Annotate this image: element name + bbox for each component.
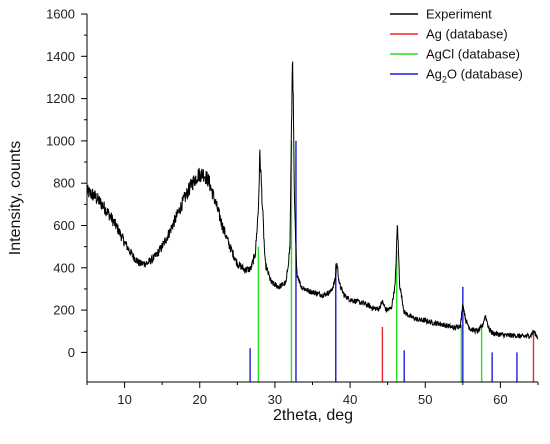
x-ticks: 10 20 30 40 50 60 xyxy=(86,382,539,407)
y-ticks: 0 200 400 600 800 1000 1200 1400 1600 xyxy=(46,7,87,360)
x-tick-label: 30 xyxy=(268,392,282,407)
x-tick-label: 50 xyxy=(418,392,432,407)
experiment-series-line xyxy=(86,61,539,340)
y-tick-label: 1600 xyxy=(46,7,75,22)
x-tick-label: 20 xyxy=(193,392,207,407)
y-tick-label: 0 xyxy=(68,345,75,360)
y-axis-title: Intensity, counts xyxy=(7,141,24,255)
y-tick-label: 1400 xyxy=(46,49,75,64)
y-tick-label: 400 xyxy=(53,260,75,275)
y-tick-label: 800 xyxy=(53,176,75,191)
legend: Experiment Ag (database) AgCl (database) Ag… xyxy=(390,7,523,85)
x-tick-label: 10 xyxy=(117,392,131,407)
y-tick-label: 1000 xyxy=(46,133,75,148)
legend-label: Ag2O (database) xyxy=(426,67,523,85)
y-tick-label: 1200 xyxy=(46,91,75,106)
legend-label: Experiment xyxy=(426,7,492,22)
x-axis-title: 2theta, deg xyxy=(273,407,353,424)
y-tick-label: 600 xyxy=(53,218,75,233)
x-tick-label: 60 xyxy=(493,392,507,407)
legend-label: Ag (database) xyxy=(426,27,508,42)
y-tick-label: 200 xyxy=(53,303,75,318)
x-tick-label: 40 xyxy=(343,392,357,407)
legend-label: AgCl (database) xyxy=(426,47,520,62)
reference-sticks xyxy=(249,140,535,382)
